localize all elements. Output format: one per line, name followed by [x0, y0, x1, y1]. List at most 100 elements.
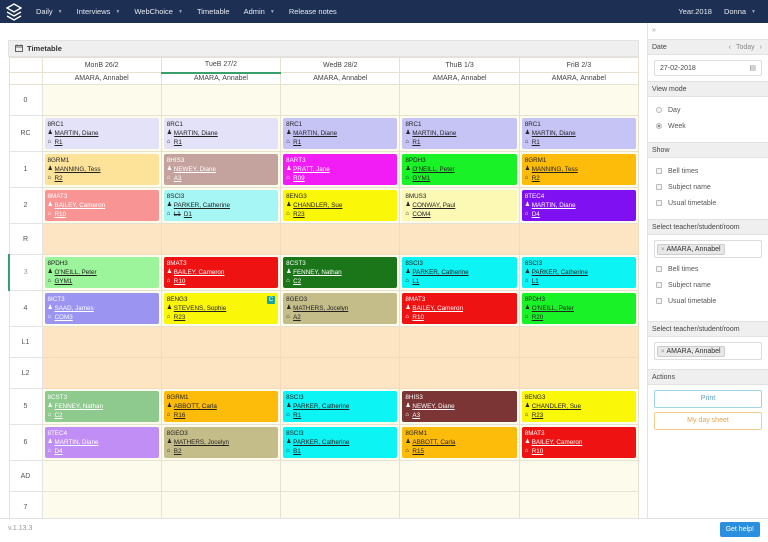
room-link[interactable]: L1 — [412, 278, 420, 285]
teacher-link[interactable]: FENNEY, Nathan — [293, 269, 342, 276]
teacher-link[interactable]: MANNING, Tess — [531, 166, 578, 173]
next-date-icon[interactable]: › — [759, 43, 762, 51]
day-header[interactable]: TueB 27/2 — [160, 57, 282, 74]
room-link[interactable]: B1 — [293, 448, 301, 455]
lesson-card[interactable]: 8SCI3 ♟ PARKER, Catherine ⌂ L1 — [402, 257, 517, 288]
room-link[interactable]: R23 — [531, 412, 544, 419]
teacher-link[interactable]: BAILEY, Cameron — [54, 202, 106, 209]
app-logo-icon[interactable] — [0, 0, 28, 23]
teacher-link[interactable]: FENNEY, Nathan — [54, 403, 104, 410]
calendar-icon[interactable]: ▤ — [749, 65, 756, 72]
room-link[interactable]: R2 — [531, 175, 540, 182]
person-select-2[interactable]: × AMARA, Annabel — [654, 342, 762, 360]
year-selector[interactable]: Year.2018 — [678, 7, 712, 16]
room-link[interactable]: GYM1 — [54, 278, 73, 285]
room-link[interactable]: R1 — [293, 412, 302, 419]
checkbox-icon[interactable] — [656, 168, 662, 174]
room-link[interactable]: R23 — [293, 211, 305, 218]
lesson-card[interactable]: 8MAT3 ♟ BAILEY, Cameron ⌂ R10 — [402, 293, 517, 324]
lesson-card[interactable]: 8MAT3 ♟ BAILEY, Cameron ⌂ R10 — [521, 427, 636, 458]
lesson-card[interactable]: 8CST3 ♟ FENNEY, Nathan ⌂ C2 — [283, 257, 398, 288]
subject-name-checkbox[interactable]: Subject name — [654, 179, 762, 195]
today-button[interactable]: Today — [735, 43, 755, 51]
prev-date-icon[interactable]: ‹ — [728, 43, 731, 51]
room-link[interactable]: B2 — [173, 448, 182, 455]
selected-person-tag[interactable]: × AMARA, Annabel — [657, 345, 725, 357]
room-link[interactable]: R10 — [54, 211, 67, 218]
nav-daily[interactable]: Daily ▼ — [36, 7, 63, 16]
lesson-card[interactable]: 8GRM1 ♟ MANNING, Tess ⌂ R2 — [521, 154, 636, 185]
lesson-card[interactable]: 8PDH3 ♟ O'NEILL, Peter ⌂ R20 — [521, 293, 636, 324]
room-link[interactable]: C2 — [54, 412, 63, 419]
lesson-card[interactable]: 8SCI3 ♟ PARKER, Catherine ⌂ L1 — [521, 257, 636, 288]
teacher-link[interactable]: ABBOTT, Carla — [412, 439, 456, 446]
lesson-card[interactable]: 8RC1 ♟ MARTIN, Diane ⌂ R1 — [521, 118, 636, 149]
teacher-link[interactable]: BAILEY, Cameron — [531, 439, 583, 446]
teacher-link[interactable]: MARTIN, Diane — [54, 439, 99, 446]
view-mode-week-radio[interactable]: Week — [654, 118, 762, 134]
teacher-link[interactable]: PARKER, Catherine — [173, 202, 231, 209]
teacher-link[interactable]: NEWEY, Diane — [173, 166, 217, 173]
lesson-card[interactable]: 8MUS3 ♟ CONWAY, Paul ⌂ COM4 — [402, 190, 517, 221]
radio-checked-icon[interactable] — [656, 123, 662, 129]
room-link[interactable]: R16 — [173, 412, 186, 419]
lesson-card[interactable]: 8HIS3 ♟ NEWEY, Diane ⌂ A3 — [402, 391, 517, 422]
day-header[interactable]: MonB 26/2 — [41, 57, 162, 73]
teacher-link[interactable]: CHANDLER, Sue — [531, 403, 582, 410]
lesson-card[interactable]: 8ENG3 ♟ STEVENS, Sophie ⌂ R23 C — [163, 293, 279, 324]
teacher-link[interactable]: MARTIN, Diane — [531, 130, 576, 137]
teacher-link[interactable]: MATHERS, Jocelyn — [173, 439, 229, 446]
nav-interviews[interactable]: Interviews ▼ — [77, 7, 121, 16]
bell-times-checkbox-2[interactable]: Bell times — [654, 261, 762, 277]
lesson-card[interactable]: 8CST3 ♟ FENNEY, Nathan ⌂ C2 — [44, 391, 159, 422]
remove-tag-icon[interactable]: × — [661, 246, 665, 253]
teacher-link[interactable]: BAILEY, Cameron — [412, 305, 464, 312]
room-link[interactable]: C2 — [293, 278, 302, 285]
lesson-card[interactable]: 8MAT3 ♟ BAILEY, Cameron ⌂ R10 — [163, 257, 279, 288]
lesson-card[interactable]: 8RC1 ♟ MARTIN, Diane ⌂ R1 — [44, 118, 159, 149]
user-menu[interactable]: Donna ▼ — [723, 7, 756, 16]
room-link[interactable]: R1 — [412, 139, 421, 146]
room-link[interactable]: R20 — [531, 314, 544, 321]
teacher-link[interactable]: MATHERS, Jocelyn — [293, 305, 349, 312]
teacher-link[interactable]: MARTIN, Diane — [54, 130, 99, 137]
view-mode-day-radio[interactable]: Day — [654, 102, 762, 118]
teacher-link[interactable]: MARTIN, Diane — [531, 202, 576, 209]
lesson-card[interactable]: 8TEC4 ♟ MARTIN, Diane ⌂ D4 — [44, 427, 159, 458]
teacher-link[interactable]: PARKER, Catherine — [293, 403, 350, 410]
lesson-card[interactable]: 8GEO3 ♟ MATHERS, Jocelyn ⌂ A2 — [283, 293, 398, 324]
teacher-link[interactable]: BAILEY, Cameron — [173, 269, 225, 276]
room-link[interactable]: A2 — [293, 314, 301, 321]
teacher-link[interactable]: PARKER, Catherine — [531, 269, 588, 276]
lesson-card[interactable]: 8RC1 ♟ MARTIN, Diane ⌂ R1 — [402, 118, 517, 149]
room-link[interactable]: D4 — [531, 211, 540, 218]
room-link[interactable]: R23 — [173, 314, 186, 321]
get-help-button[interactable]: Get help! — [719, 522, 760, 537]
lesson-card[interactable]: 8SCI3 ♟ PARKER, Catherine ⌂ B1 — [283, 427, 398, 458]
teacher-link[interactable]: ABBOTT, Carla — [173, 403, 217, 410]
teacher-link[interactable]: STEVENS, Sophie — [173, 305, 227, 312]
date-field[interactable]: 27-02-2018 ▤ — [654, 60, 762, 76]
room-link[interactable]: COM3 — [54, 314, 73, 321]
nav-admin[interactable]: Admin ▼ — [244, 7, 275, 16]
nav-timetable[interactable]: Timetable — [197, 7, 230, 16]
room-link[interactable]: R1 — [293, 139, 302, 146]
room-link[interactable]: R1 — [173, 139, 182, 146]
lesson-card[interactable]: 8ART3 ♟ PRATT, Jane ⌂ R09 — [283, 154, 398, 185]
checkbox-icon[interactable] — [656, 184, 662, 190]
room-link[interactable]: D1 — [183, 211, 192, 218]
room-link[interactable]: R1 — [531, 139, 540, 146]
nav-release-notes[interactable]: Release notes — [289, 7, 337, 16]
teacher-link[interactable]: O'NEILL, Peter — [531, 305, 574, 312]
room-link[interactable]: L1 — [531, 278, 539, 285]
teacher-link[interactable]: MARTIN, Diane — [412, 130, 457, 137]
room-link[interactable]: R2 — [54, 175, 63, 182]
day-header[interactable]: FriB 2/3 — [518, 57, 640, 73]
teacher-link[interactable]: PRATT, Jane — [293, 166, 330, 173]
room-link[interactable]: R09 — [293, 175, 305, 182]
selected-person-tag[interactable]: × AMARA, Annabel — [657, 243, 725, 255]
day-header[interactable]: WedB 28/2 — [280, 57, 401, 73]
teacher-link[interactable]: MARTIN, Diane — [173, 130, 218, 137]
checkbox-icon[interactable] — [656, 266, 662, 272]
teacher-link[interactable]: CHANDLER, Sue — [293, 202, 343, 209]
